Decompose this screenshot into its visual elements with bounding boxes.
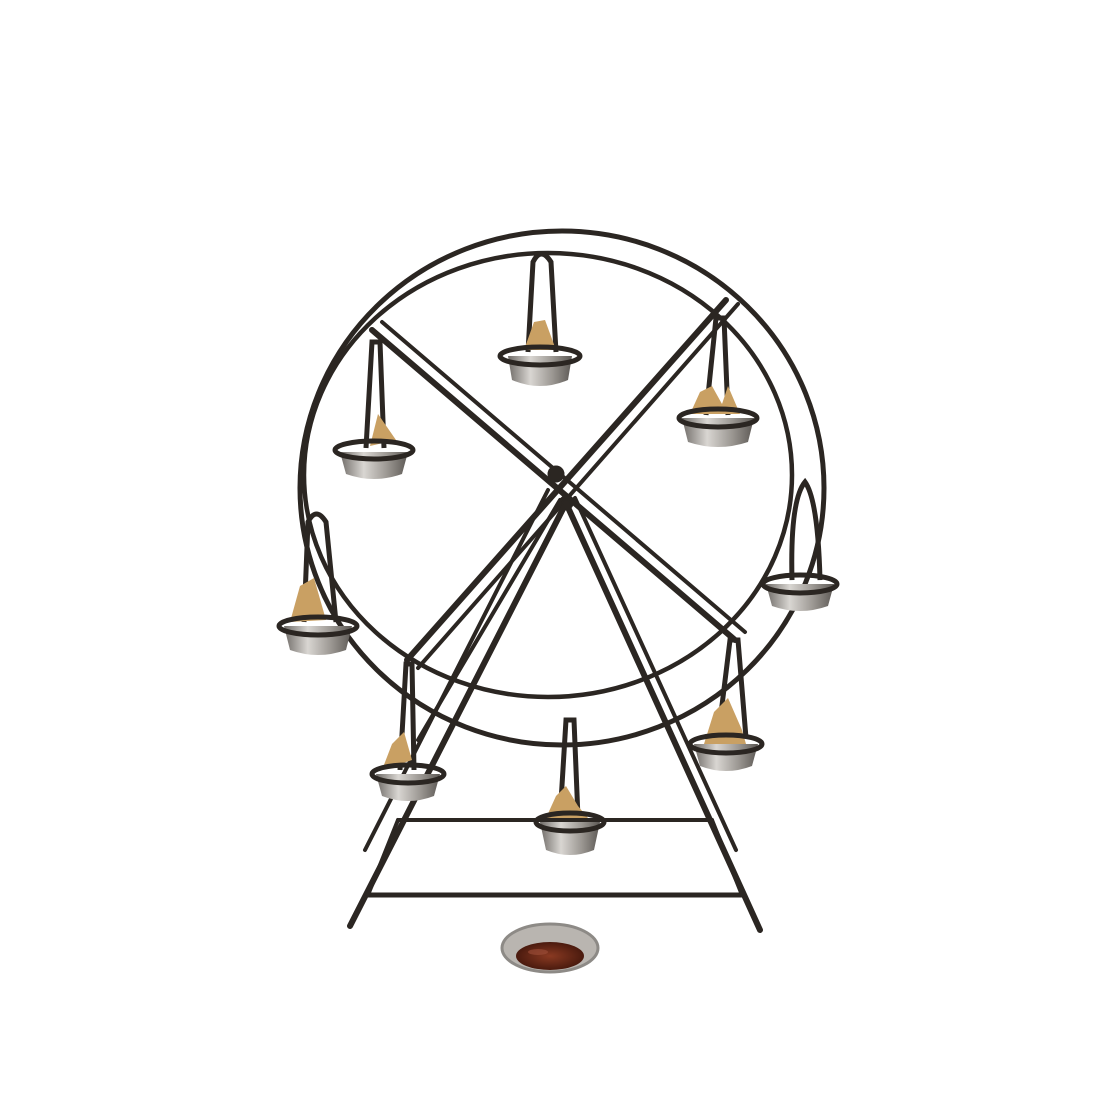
hub bbox=[547, 465, 565, 483]
inner-rim bbox=[301, 250, 795, 700]
cup-lower-right bbox=[687, 637, 765, 771]
stand-left-leg bbox=[347, 500, 569, 929]
sauce-dish bbox=[500, 922, 600, 974]
cup-bottom bbox=[533, 717, 607, 855]
spoke-a bbox=[369, 327, 738, 643]
spoke-b bbox=[404, 297, 729, 663]
cups bbox=[276, 251, 840, 855]
cup-upper-right bbox=[676, 315, 760, 447]
stand-inner-brace bbox=[416, 498, 562, 742]
cup-left bbox=[276, 511, 360, 655]
stand-base-left-side bbox=[366, 818, 400, 897]
cup-lower-left bbox=[369, 661, 447, 801]
cup-top bbox=[497, 251, 583, 386]
cup-right bbox=[760, 477, 840, 611]
stand-right-leg-back bbox=[573, 496, 738, 852]
cup-upper-left bbox=[332, 339, 416, 479]
spoke-b-inner bbox=[416, 302, 740, 670]
stand-base-right-side bbox=[710, 818, 744, 897]
